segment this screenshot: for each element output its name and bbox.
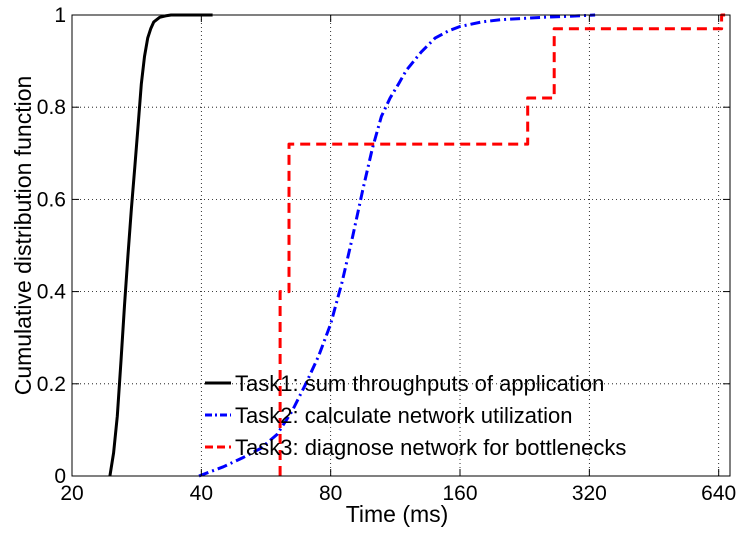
x-tick-label: 40: [190, 482, 213, 505]
plot-frame: [71, 14, 731, 477]
legend-label: Task3: diagnose network for bottlenecks: [235, 435, 626, 460]
grid: [72, 15, 730, 476]
series-line: [108, 13, 213, 477]
y-tick-label: 0.2: [37, 373, 66, 396]
legend-label: Task1: sum throughputs of application: [235, 371, 604, 396]
y-tick-label: 0.8: [37, 96, 66, 119]
y-tick-label: 0.6: [37, 188, 66, 211]
y-tick-label: 0: [54, 465, 66, 488]
legend-label: Task2: calculate network utilization: [235, 403, 573, 428]
x-tick-label: 640: [701, 482, 736, 505]
x-tick-label: 80: [319, 482, 342, 505]
x-tick-label: 20: [60, 482, 83, 505]
legend: Task1: sum throughputs of application Tas…: [205, 371, 626, 460]
y-tick-label: 0.4: [37, 281, 67, 304]
series-line: [198, 13, 596, 478]
x-axis-label: Time (ms): [346, 501, 449, 527]
tick-labels: 20 40 80 160 320 640 0 0.2 0.4 0.6 0.8 1: [37, 4, 736, 505]
y-tick-label: 1: [54, 4, 66, 27]
series-line: [278, 13, 726, 476]
y-axis-label: Cumulative distribution function: [10, 76, 36, 396]
x-tick-label: 160: [442, 482, 477, 505]
x-tick-label: 320: [572, 482, 607, 505]
axes: [71, 14, 731, 477]
